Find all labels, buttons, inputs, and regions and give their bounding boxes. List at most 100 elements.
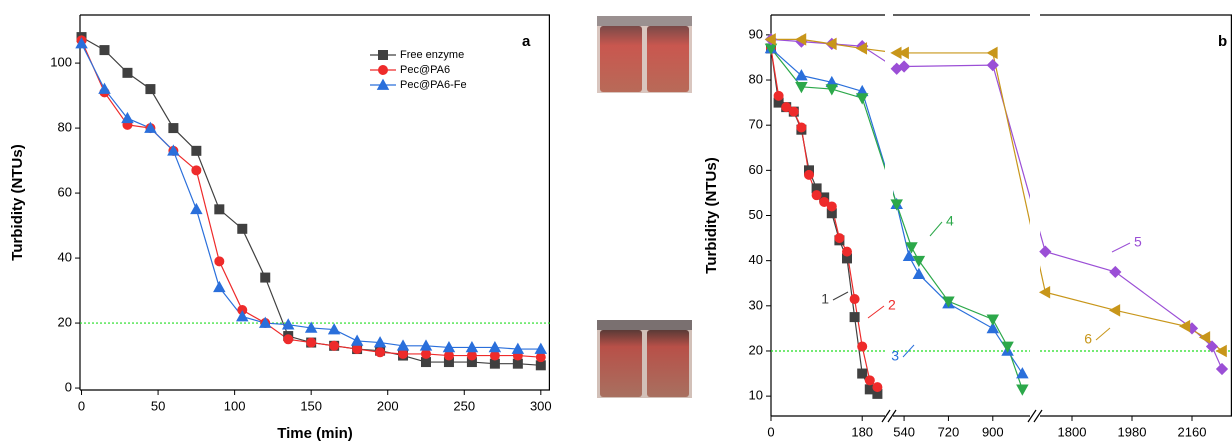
marker <box>1039 245 1052 258</box>
marker <box>1198 331 1211 344</box>
marker <box>420 348 431 359</box>
marker <box>443 350 454 361</box>
x-tick-label: 1800 <box>1058 424 1087 439</box>
marker <box>352 344 363 355</box>
marker <box>1001 341 1014 353</box>
marker <box>535 352 546 363</box>
marker <box>849 312 860 323</box>
x-tick-label: 900 <box>982 424 1004 439</box>
marker <box>304 321 318 333</box>
y-tick-label: 70 <box>749 117 763 132</box>
marker <box>214 204 225 215</box>
marker <box>466 350 477 361</box>
axis-break <box>1027 409 1037 423</box>
marker <box>819 196 830 207</box>
marker <box>489 350 500 361</box>
x-tick-label: 540 <box>893 424 915 439</box>
marker <box>825 37 837 51</box>
marker <box>1205 340 1219 353</box>
y-tick-label: 100 <box>50 55 72 70</box>
axis-break <box>887 409 897 423</box>
marker <box>306 337 317 348</box>
marker <box>1215 344 1227 358</box>
marker <box>511 342 525 354</box>
x-tick-label: 200 <box>377 398 399 413</box>
marker <box>191 145 202 156</box>
marker <box>398 348 409 359</box>
marker <box>986 321 1000 334</box>
marker <box>912 267 926 280</box>
y-tick-label: 60 <box>58 185 72 200</box>
x-tick-label: 1980 <box>1118 424 1147 439</box>
marker <box>872 382 883 393</box>
marker <box>1109 265 1122 279</box>
y-tick-label: 60 <box>749 162 763 177</box>
marker <box>213 280 226 293</box>
y-tick-label: 20 <box>58 314 72 329</box>
panel-label: b <box>1218 33 1227 50</box>
series-label: 2 <box>888 297 896 313</box>
marker <box>236 310 249 322</box>
marker <box>986 59 999 72</box>
marker <box>1016 367 1029 379</box>
marker <box>75 37 88 49</box>
y-tick-label: 30 <box>749 297 763 312</box>
marker <box>794 33 807 46</box>
y-tick-label: 40 <box>749 252 763 267</box>
marker <box>1108 304 1121 317</box>
marker <box>534 342 548 354</box>
photo-before <box>597 16 692 93</box>
y-tick-label: 90 <box>749 26 763 41</box>
marker <box>890 199 903 211</box>
y-tick-label: 10 <box>749 388 763 403</box>
marker <box>942 296 955 308</box>
x-tick-label: 150 <box>300 398 322 413</box>
marker <box>864 375 875 386</box>
marker <box>804 169 814 180</box>
y-tick-label: 0 <box>65 379 72 394</box>
panel-label: a <box>522 33 531 50</box>
panel: 0 20 40 60 80 100 0 50 100 150 200 250 300 Time (min)… <box>9 14 552 442</box>
legend-label: Pec@PA6-Fe <box>400 79 467 91</box>
marker <box>350 334 364 346</box>
marker <box>902 249 916 261</box>
marker <box>121 111 134 124</box>
marker <box>191 165 202 176</box>
marker <box>327 323 341 335</box>
marker <box>283 334 294 345</box>
series-label: 5 <box>1134 234 1142 250</box>
y-tick-label: 40 <box>58 250 72 265</box>
x-tick-label: 0 <box>767 424 774 439</box>
x-tick-label: 250 <box>453 398 475 413</box>
x-tick-label: 180 <box>851 424 873 439</box>
legend-label: Free enzyme <box>400 49 464 61</box>
marker <box>781 102 792 113</box>
marker <box>855 42 868 55</box>
marker <box>834 233 845 244</box>
marker <box>1215 362 1229 376</box>
x-tick-label: 300 <box>530 398 552 413</box>
marker <box>986 46 998 60</box>
label-leader <box>1111 242 1131 253</box>
marker <box>122 67 133 78</box>
marker <box>764 33 776 46</box>
marker <box>849 294 860 305</box>
marker <box>373 336 387 348</box>
marker <box>190 202 203 215</box>
legend-marker <box>378 65 388 75</box>
series-line <box>771 38 1223 352</box>
marker <box>773 90 784 101</box>
marker <box>842 246 852 257</box>
x-tick-label: 50 <box>151 398 165 413</box>
x-tick-label: 2160 <box>1178 424 1207 439</box>
marker <box>167 144 180 156</box>
marker <box>168 123 179 134</box>
y-axis-label: Turbidity (NTUs) <box>9 144 26 260</box>
series-line <box>771 47 1023 374</box>
marker <box>897 60 911 73</box>
legend-label: Pec@PA6 <box>400 64 450 76</box>
marker <box>855 93 869 105</box>
y-tick-label: 50 <box>749 207 763 222</box>
marker <box>442 341 456 353</box>
